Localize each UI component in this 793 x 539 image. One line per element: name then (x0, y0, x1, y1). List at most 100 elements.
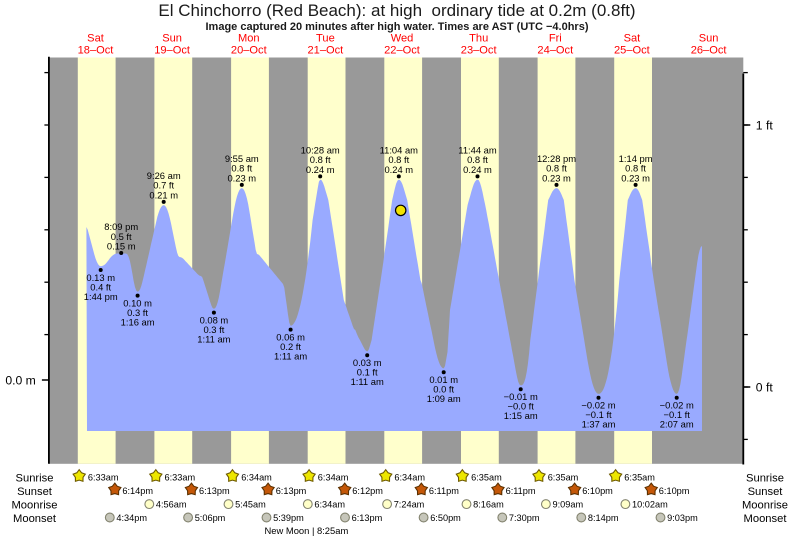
svg-text:−0.0 ft: −0.0 ft (508, 401, 535, 412)
svg-text:−0.1 ft: −0.1 ft (664, 409, 691, 420)
svg-text:22–Oct: 22–Oct (384, 45, 420, 57)
svg-text:0.5 ft: 0.5 ft (111, 231, 132, 242)
svg-text:El Chinchorro (Red Beach): at: El Chinchorro (Red Beach): at high ordin… (158, 1, 635, 20)
svg-text:6:10pm: 6:10pm (659, 486, 690, 496)
svg-text:Sunrise: Sunrise (16, 473, 54, 485)
svg-text:6:35am: 6:35am (624, 473, 655, 483)
svg-text:0.8 ft: 0.8 ft (388, 154, 409, 165)
svg-text:9:09am: 9:09am (553, 500, 584, 510)
svg-text:Fri: Fri (549, 32, 562, 44)
svg-text:1:37 am: 1:37 am (582, 419, 616, 430)
svg-text:6:11pm: 6:11pm (429, 486, 459, 496)
svg-text:0 ft: 0 ft (756, 380, 774, 394)
svg-text:6:13pm: 6:13pm (199, 486, 230, 496)
svg-text:6:34am: 6:34am (314, 500, 345, 510)
svg-text:6:50pm: 6:50pm (430, 513, 461, 523)
svg-text:0.8 ft: 0.8 ft (310, 154, 331, 165)
svg-text:5:06pm: 5:06pm (195, 513, 226, 523)
svg-text:Sun: Sun (162, 32, 182, 44)
svg-text:0.23 m: 0.23 m (227, 172, 256, 183)
svg-text:−0.01 m: −0.01 m (504, 391, 538, 402)
svg-text:1:09 am: 1:09 am (427, 393, 461, 404)
svg-text:6:34am: 6:34am (241, 473, 272, 483)
svg-text:24–Oct: 24–Oct (537, 45, 573, 57)
svg-text:1:44 pm: 1:44 pm (84, 291, 118, 302)
svg-text:0.03 m: 0.03 m (353, 357, 382, 368)
svg-text:6:13pm: 6:13pm (276, 486, 307, 496)
svg-text:0.01 m: 0.01 m (429, 374, 458, 385)
svg-text:8:14pm: 8:14pm (588, 513, 619, 523)
svg-text:−0.1 ft: −0.1 ft (585, 409, 612, 420)
svg-text:7:24am: 7:24am (394, 500, 425, 510)
svg-text:6:34am: 6:34am (318, 473, 349, 483)
svg-text:9:03pm: 9:03pm (667, 513, 698, 523)
svg-text:0.24 m: 0.24 m (306, 164, 335, 175)
svg-text:−0.02 m: −0.02 m (581, 400, 615, 411)
svg-text:5:39pm: 5:39pm (273, 513, 304, 523)
svg-text:8:16am: 8:16am (473, 500, 504, 510)
svg-text:Moonrise: Moonrise (742, 499, 788, 511)
svg-text:1 ft: 1 ft (756, 118, 774, 132)
svg-text:1:11 am: 1:11 am (351, 376, 384, 387)
svg-text:Moonset: Moonset (744, 513, 788, 525)
svg-text:4:34pm: 4:34pm (116, 513, 147, 523)
svg-text:19–Oct: 19–Oct (154, 45, 190, 57)
svg-text:5:45am: 5:45am (235, 500, 266, 510)
svg-text:12:28 pm: 12:28 pm (537, 153, 576, 164)
svg-text:11:44 am: 11:44 am (458, 145, 497, 156)
svg-text:6:33am: 6:33am (165, 473, 196, 483)
svg-text:6:13pm: 6:13pm (352, 513, 383, 523)
svg-text:Sunset: Sunset (748, 486, 784, 498)
svg-text:20–Oct: 20–Oct (231, 45, 267, 57)
svg-text:0.1 ft: 0.1 ft (357, 367, 378, 378)
svg-text:9:26 am: 9:26 am (147, 170, 181, 181)
svg-text:Mon: Mon (238, 32, 260, 44)
svg-text:0.06 m: 0.06 m (276, 331, 305, 342)
svg-text:26–Oct: 26–Oct (691, 45, 727, 57)
svg-text:0.3 ft: 0.3 ft (127, 307, 148, 318)
svg-text:0.7 ft: 0.7 ft (153, 180, 174, 191)
svg-text:0.0 ft: 0.0 ft (433, 384, 454, 395)
svg-text:0.24 m: 0.24 m (463, 164, 492, 175)
svg-text:Sunset: Sunset (17, 486, 53, 498)
svg-text:1:16 am: 1:16 am (121, 317, 155, 328)
svg-text:6:34am: 6:34am (394, 473, 425, 483)
svg-text:Image captured 20 minutes afte: Image captured 20 minutes after high wat… (206, 21, 589, 33)
svg-text:0.24 m: 0.24 m (384, 164, 413, 175)
svg-text:6:12pm: 6:12pm (352, 486, 383, 496)
svg-text:0.0 m: 0.0 m (5, 373, 35, 387)
svg-text:Tue: Tue (316, 32, 335, 44)
svg-text:0.8 ft: 0.8 ft (625, 163, 646, 174)
svg-text:0.4 ft: 0.4 ft (90, 281, 111, 292)
svg-text:6:35am: 6:35am (548, 473, 579, 483)
svg-text:4:56am: 4:56am (156, 500, 187, 510)
svg-text:0.8 ft: 0.8 ft (546, 163, 567, 174)
svg-text:Moonrise: Moonrise (11, 499, 57, 511)
svg-text:11:04 am: 11:04 am (380, 145, 419, 156)
svg-text:0.8 ft: 0.8 ft (467, 154, 488, 165)
svg-text:6:11pm: 6:11pm (506, 486, 536, 496)
svg-text:18–Oct: 18–Oct (78, 45, 114, 57)
svg-text:Sun: Sun (699, 32, 719, 44)
svg-text:Sat: Sat (87, 32, 104, 44)
svg-text:Moonset: Moonset (13, 513, 57, 525)
svg-text:Thu: Thu (469, 32, 488, 44)
svg-text:6:14pm: 6:14pm (122, 486, 153, 496)
svg-text:Sat: Sat (624, 32, 641, 44)
svg-text:0.15 m: 0.15 m (107, 240, 136, 251)
svg-text:6:35am: 6:35am (471, 473, 502, 483)
svg-text:25–Oct: 25–Oct (614, 45, 650, 57)
svg-text:Sunrise: Sunrise (746, 473, 784, 485)
svg-text:6:10pm: 6:10pm (582, 486, 613, 496)
svg-text:−0.02 m: −0.02 m (660, 400, 694, 411)
svg-text:0.2 ft: 0.2 ft (280, 341, 301, 352)
svg-text:7:30pm: 7:30pm (509, 513, 540, 523)
svg-text:0.10 m: 0.10 m (123, 297, 152, 308)
svg-text:Wed: Wed (391, 32, 414, 44)
svg-text:10:28 am: 10:28 am (301, 145, 340, 156)
svg-text:1:14 pm: 1:14 pm (619, 153, 653, 164)
svg-text:8:09 pm: 8:09 pm (104, 221, 138, 232)
svg-text:10:02am: 10:02am (632, 500, 668, 510)
svg-text:1:11 am: 1:11 am (274, 351, 307, 362)
svg-text:1:15 am: 1:15 am (504, 410, 538, 421)
